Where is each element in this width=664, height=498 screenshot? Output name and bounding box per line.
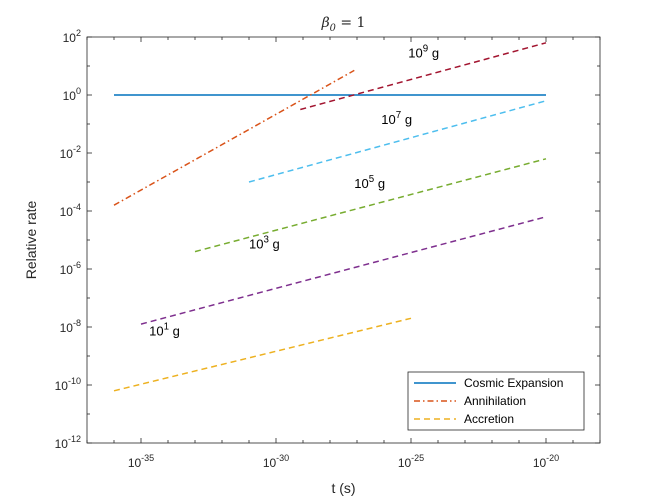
mass-label-1: 101 g [149, 322, 180, 339]
mass-label-9: 109 g [408, 43, 439, 60]
series-line-2 [113, 317, 412, 392]
y-axis-label: Relative rate [23, 200, 39, 279]
series-line-4 [194, 158, 547, 253]
legend-entry-0: Cosmic Expansion [464, 376, 563, 390]
y-tick-label: 10-2 [60, 144, 81, 161]
y-tick-label: 102 [63, 28, 81, 45]
x-tick-label: 10-30 [263, 453, 289, 470]
y-tick-label: 10-8 [60, 318, 81, 335]
series-line-5 [248, 100, 547, 183]
y-tick-label: 100 [63, 86, 81, 103]
legend-entry-2: Accretion [464, 412, 514, 426]
mass-label-3: 103 g [249, 235, 280, 252]
x-tick-label: 10-20 [533, 453, 559, 470]
y-tick-label: 10-10 [55, 376, 81, 393]
y-tick-label: 10-4 [60, 202, 81, 219]
series-line-6 [300, 42, 547, 111]
mass-label-5: 105 g [354, 174, 385, 191]
series-line-1 [113, 69, 355, 206]
x-tick-label: 10-25 [398, 453, 424, 470]
y-tick-label: 10-6 [60, 260, 81, 277]
mass-label-7: 107 g [381, 110, 412, 127]
legend-entry-1: Annihilation [464, 394, 526, 408]
y-tick-label: 10-12 [55, 434, 81, 451]
x-tick-label: 10-35 [128, 453, 154, 470]
x-axis-label: t (s) [331, 480, 355, 496]
chart-title: β0 = 1 [321, 15, 366, 34]
